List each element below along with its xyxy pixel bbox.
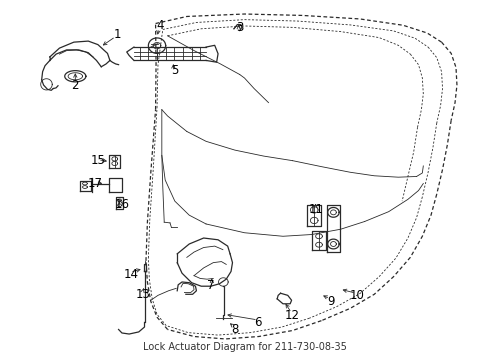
Text: 13: 13 (136, 288, 151, 301)
Text: 2: 2 (71, 78, 79, 91)
Text: 8: 8 (231, 323, 238, 336)
Text: 1: 1 (113, 28, 121, 41)
Text: 6: 6 (254, 316, 261, 329)
Text: 17: 17 (88, 177, 103, 190)
Text: 15: 15 (90, 154, 105, 167)
Text: 4: 4 (156, 19, 164, 32)
Text: 3: 3 (236, 21, 243, 33)
Text: 5: 5 (171, 64, 178, 77)
Text: 16: 16 (114, 198, 129, 211)
Text: 10: 10 (349, 289, 364, 302)
Text: Lock Actuator Diagram for 211-730-08-35: Lock Actuator Diagram for 211-730-08-35 (142, 342, 346, 352)
Text: 12: 12 (285, 309, 300, 322)
Text: 14: 14 (124, 269, 139, 282)
Text: 11: 11 (308, 203, 324, 216)
Text: 9: 9 (326, 295, 334, 308)
Text: 7: 7 (207, 279, 214, 292)
